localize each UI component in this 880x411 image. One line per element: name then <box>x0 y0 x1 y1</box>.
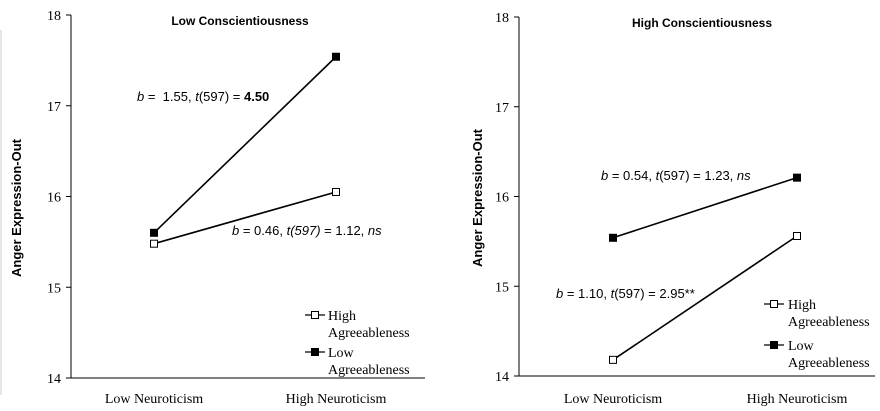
x-tick-label-high-neuroticism: High Neuroticism <box>286 392 387 407</box>
panel-low-conscientiousness: 14 15 16 17 18 Low Conscientiousness Low Neu… <box>47 9 425 407</box>
legend-label-high-2: Agreeableness <box>328 326 410 341</box>
legend-marker-open-square <box>770 300 778 308</box>
legend-label-high-2: Agreeableness <box>788 315 870 330</box>
y-tick-label: 14 <box>47 372 61 387</box>
legend-label-low-2: Agreeableness <box>788 356 870 371</box>
data-point-high-agreeableness-low-neuroticism <box>150 239 158 248</box>
panel-high-conscientiousness: 14 15 16 17 18 High Conscientiousness Low Ne… <box>495 11 875 407</box>
y-ticks: 14 15 16 17 18 <box>495 11 519 385</box>
y-tick-label: 17 <box>495 101 509 116</box>
series-line-high-agreeableness <box>612 235 798 361</box>
y-axis-title-left: Anger Expression-Out <box>9 138 24 277</box>
legend-marker-filled-square <box>311 348 319 356</box>
annotation-high-agreeableness-slope: b = 1.10, t(597) = 2.95** <box>556 286 695 301</box>
x-tick-label-low-neuroticism: Low Neuroticism <box>105 392 203 407</box>
y-ticks: 14 15 16 17 18 <box>47 9 71 387</box>
legend: High Agreeableness Low Agreeableness <box>764 298 870 371</box>
series-group <box>609 173 801 364</box>
legend-label-low: Low <box>328 346 355 361</box>
y-tick-label: 16 <box>495 191 509 206</box>
legend-label-high: High <box>788 298 816 313</box>
data-point-high-agreeableness-high-neuroticism <box>793 231 801 240</box>
data-point-low-agreeableness-low-neuroticism <box>609 233 617 242</box>
series-line-low-agreeableness <box>612 176 798 239</box>
data-point-high-agreeableness-high-neuroticism <box>332 187 340 196</box>
x-tick-label-low-neuroticism: Low Neuroticism <box>564 392 662 407</box>
chart-title: High Conscientiousness <box>632 16 772 30</box>
y-tick-label: 15 <box>47 281 61 296</box>
data-point-low-agreeableness-high-neuroticism <box>793 173 801 182</box>
annotation-low-agreeableness-slope: b = 1.55, t(597) = 4.50 <box>137 89 269 104</box>
data-point-low-agreeableness-low-neuroticism <box>150 228 158 237</box>
y-tick-label: 18 <box>495 11 509 26</box>
series-line-low-agreeableness <box>153 56 337 234</box>
series-group <box>150 52 340 248</box>
data-point-high-agreeableness-low-neuroticism <box>609 355 617 364</box>
x-tick-label-high-neuroticism: High Neuroticism <box>747 392 848 407</box>
legend: High Agreeableness Low Agreeableness <box>305 309 410 378</box>
y-tick-label: 18 <box>47 9 61 24</box>
legend-marker-filled-square <box>770 341 778 349</box>
legend-label-low: Low <box>788 339 815 354</box>
data-point-low-agreeableness-high-neuroticism <box>332 52 340 61</box>
series-line-high-agreeableness <box>153 191 337 245</box>
legend-label-low-2: Agreeableness <box>328 363 410 378</box>
y-tick-label: 14 <box>495 370 509 385</box>
legend-marker-open-square <box>311 311 319 319</box>
y-tick-label: 16 <box>47 191 61 206</box>
annotation-low-agreeableness-slope: b = 0.54, t(597) = 1.23, ns <box>601 168 751 183</box>
y-tick-label: 15 <box>495 280 509 295</box>
annotation-high-agreeableness-slope: b = 0.46, t(597) = 1.12, ns <box>232 223 382 238</box>
legend-label-high: High <box>328 309 356 324</box>
chart-title: Low Conscientiousness <box>171 14 309 28</box>
y-tick-label: 17 <box>47 100 61 115</box>
y-axis-title-right: Anger Expression-Out <box>470 128 485 267</box>
